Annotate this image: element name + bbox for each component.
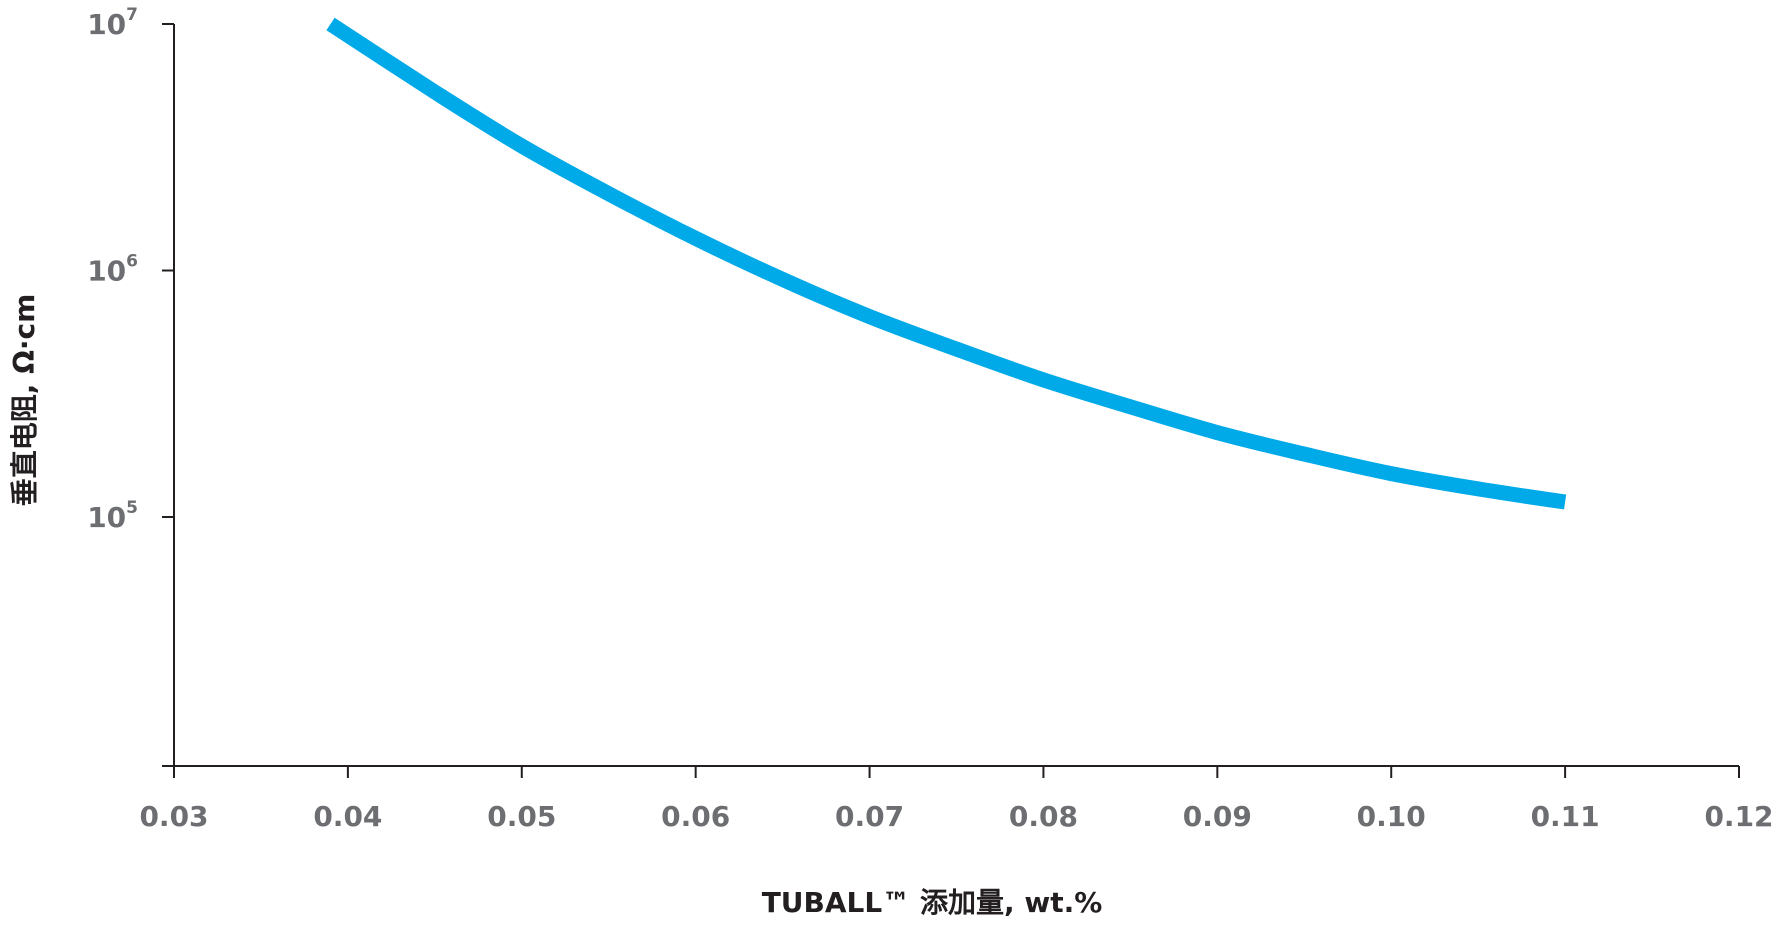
x-tick-label: 0.08 — [1009, 800, 1078, 833]
x-tick-label: 0.07 — [835, 800, 904, 833]
x-axis-title: TUBALL™ 添加量, wt.% — [762, 886, 1103, 919]
x-tick-label: 0.10 — [1357, 800, 1426, 833]
x-tick-label: 0.11 — [1531, 800, 1600, 833]
x-tick-label: 0.03 — [139, 800, 208, 833]
x-tick-label: 0.06 — [661, 800, 730, 833]
series-line-0 — [326, 17, 1567, 510]
y-axis-title: 垂直电阻, Ω·cm — [8, 294, 41, 507]
series-layer — [326, 17, 1567, 510]
x-axis-ticks: 0.03 0.04 0.05 0.06 0.07 0.08 0.09 0.10 0.11 0.12 — [139, 766, 1774, 833]
x-tick-label: 0.09 — [1183, 800, 1252, 833]
y-tick-label: 107 — [87, 5, 138, 41]
y-tick-label: 106 — [87, 252, 138, 288]
y-axis-ticks: 105 106 107 — [87, 5, 174, 534]
y-tick-label: 105 — [87, 498, 138, 534]
x-tick-label: 0.05 — [487, 800, 556, 833]
axes — [162, 24, 1739, 767]
x-tick-label: 0.04 — [313, 800, 382, 833]
x-tick-label: 0.12 — [1704, 800, 1773, 833]
